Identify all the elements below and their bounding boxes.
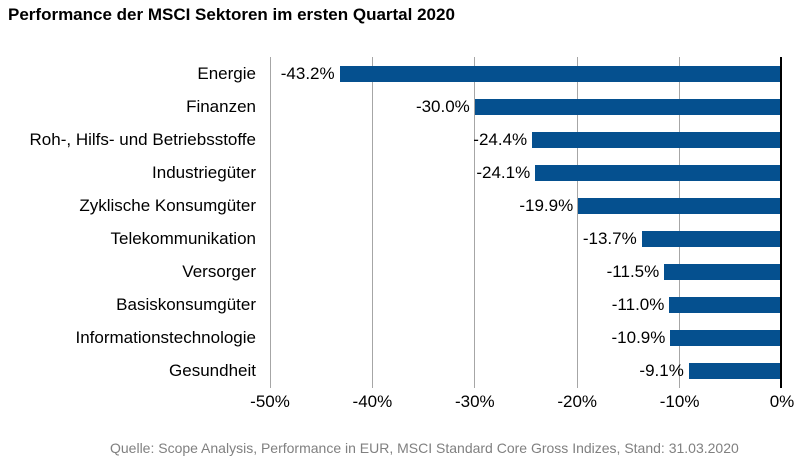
x-tick-label: -30% — [454, 392, 495, 411]
bar — [641, 231, 782, 248]
value-label: -24.4% — [473, 129, 528, 149]
category-axis: Energie Finanzen Roh-, Hilfs- und Betriebs… — [0, 57, 256, 388]
category-label: Industriegüter — [152, 162, 256, 182]
chart-title: Performance der MSCI Sektoren im ersten … — [8, 5, 455, 24]
bar — [339, 65, 782, 82]
value-label: -11.5% — [606, 262, 660, 282]
source-note: Quelle: Scope Analysis, Performance in E… — [110, 440, 739, 456]
value-label: -30.0% — [415, 96, 470, 116]
category-label: Gesundheit — [169, 361, 256, 381]
value-label: -19.9% — [519, 195, 574, 215]
gridline — [576, 57, 578, 388]
category-label: Versorger — [182, 262, 256, 282]
x-tick-label: 0% — [769, 392, 795, 411]
value-label: -43.2% — [280, 63, 335, 83]
category-label: Telekommunikation — [110, 229, 256, 249]
bar — [535, 164, 782, 181]
category-label: Zyklische Konsumgüter — [79, 195, 256, 215]
x-tick-label: -20% — [557, 392, 598, 411]
bar — [664, 264, 782, 281]
bar — [688, 363, 782, 380]
gridline — [269, 57, 271, 388]
value-label: -24.1% — [476, 162, 531, 182]
x-tick-label: -40% — [352, 392, 393, 411]
value-label: -9.1% — [639, 361, 684, 381]
value-label: -11.0% — [611, 295, 665, 315]
category-label: Energie — [197, 63, 256, 83]
bar — [670, 330, 782, 347]
gridline — [371, 57, 373, 388]
x-axis-ticks: -50% -40% -30% -20% -10% 0% — [250, 392, 794, 412]
bar — [578, 197, 782, 214]
value-label: -10.9% — [611, 328, 666, 348]
gridline — [679, 57, 681, 388]
category-label: Finanzen — [186, 96, 256, 116]
bar — [669, 297, 782, 314]
x-tick-label: -50% — [250, 392, 290, 411]
bar — [474, 98, 782, 115]
x-tick-label: -10% — [659, 392, 700, 411]
value-label: -13.7% — [582, 229, 637, 249]
gridline — [474, 57, 476, 388]
bar — [532, 131, 782, 148]
category-label: Basiskonsumgüter — [116, 295, 256, 315]
zero-axis-line — [780, 57, 782, 388]
category-label: Informationstechnologie — [75, 328, 256, 348]
plot-area: -43.2% -30.0% -24.4% -24.1% -19.9% -13.7% -11.… — [269, 57, 782, 388]
category-label: Roh-, Hilfs- und Betriebsstoffe — [29, 129, 256, 149]
